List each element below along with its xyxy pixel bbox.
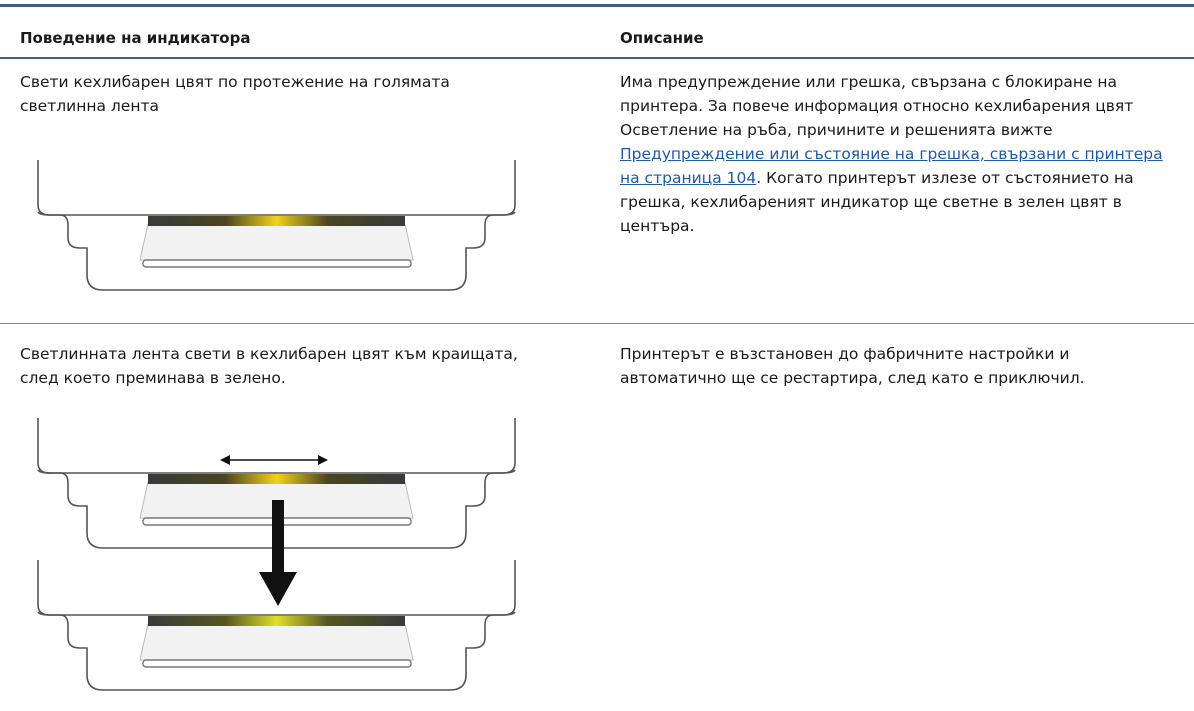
behavior-cell: Светлинната лента свети в кехлибарен цвя… — [20, 345, 518, 387]
header-cell: Описание — [620, 29, 704, 47]
table-top-rule — [0, 4, 1194, 7]
text: . Когато принтерът излезе от състоянието… — [620, 169, 1134, 235]
printer-illustration — [37, 417, 516, 549]
link[interactable]: Предупреждение или състояние на грешка, … — [620, 145, 1163, 187]
printer-illustration — [37, 159, 516, 291]
down-arrow — [259, 500, 297, 606]
header-cell: Поведение на индикатора — [20, 29, 251, 47]
description-cell: Има предупреждение или грешка, свързана … — [620, 70, 1168, 238]
header-rule — [0, 57, 1194, 59]
description-cell: Принтерът е възстановен до фабричните на… — [620, 345, 1085, 387]
printer-illustration — [37, 559, 516, 691]
behavior-cell: Свети кехлибарен цвят по протежение на г… — [20, 73, 450, 115]
double-arrow — [220, 455, 328, 465]
row-rule — [0, 323, 1194, 324]
text: Има предупреждение или грешка, свързана … — [620, 73, 1134, 139]
